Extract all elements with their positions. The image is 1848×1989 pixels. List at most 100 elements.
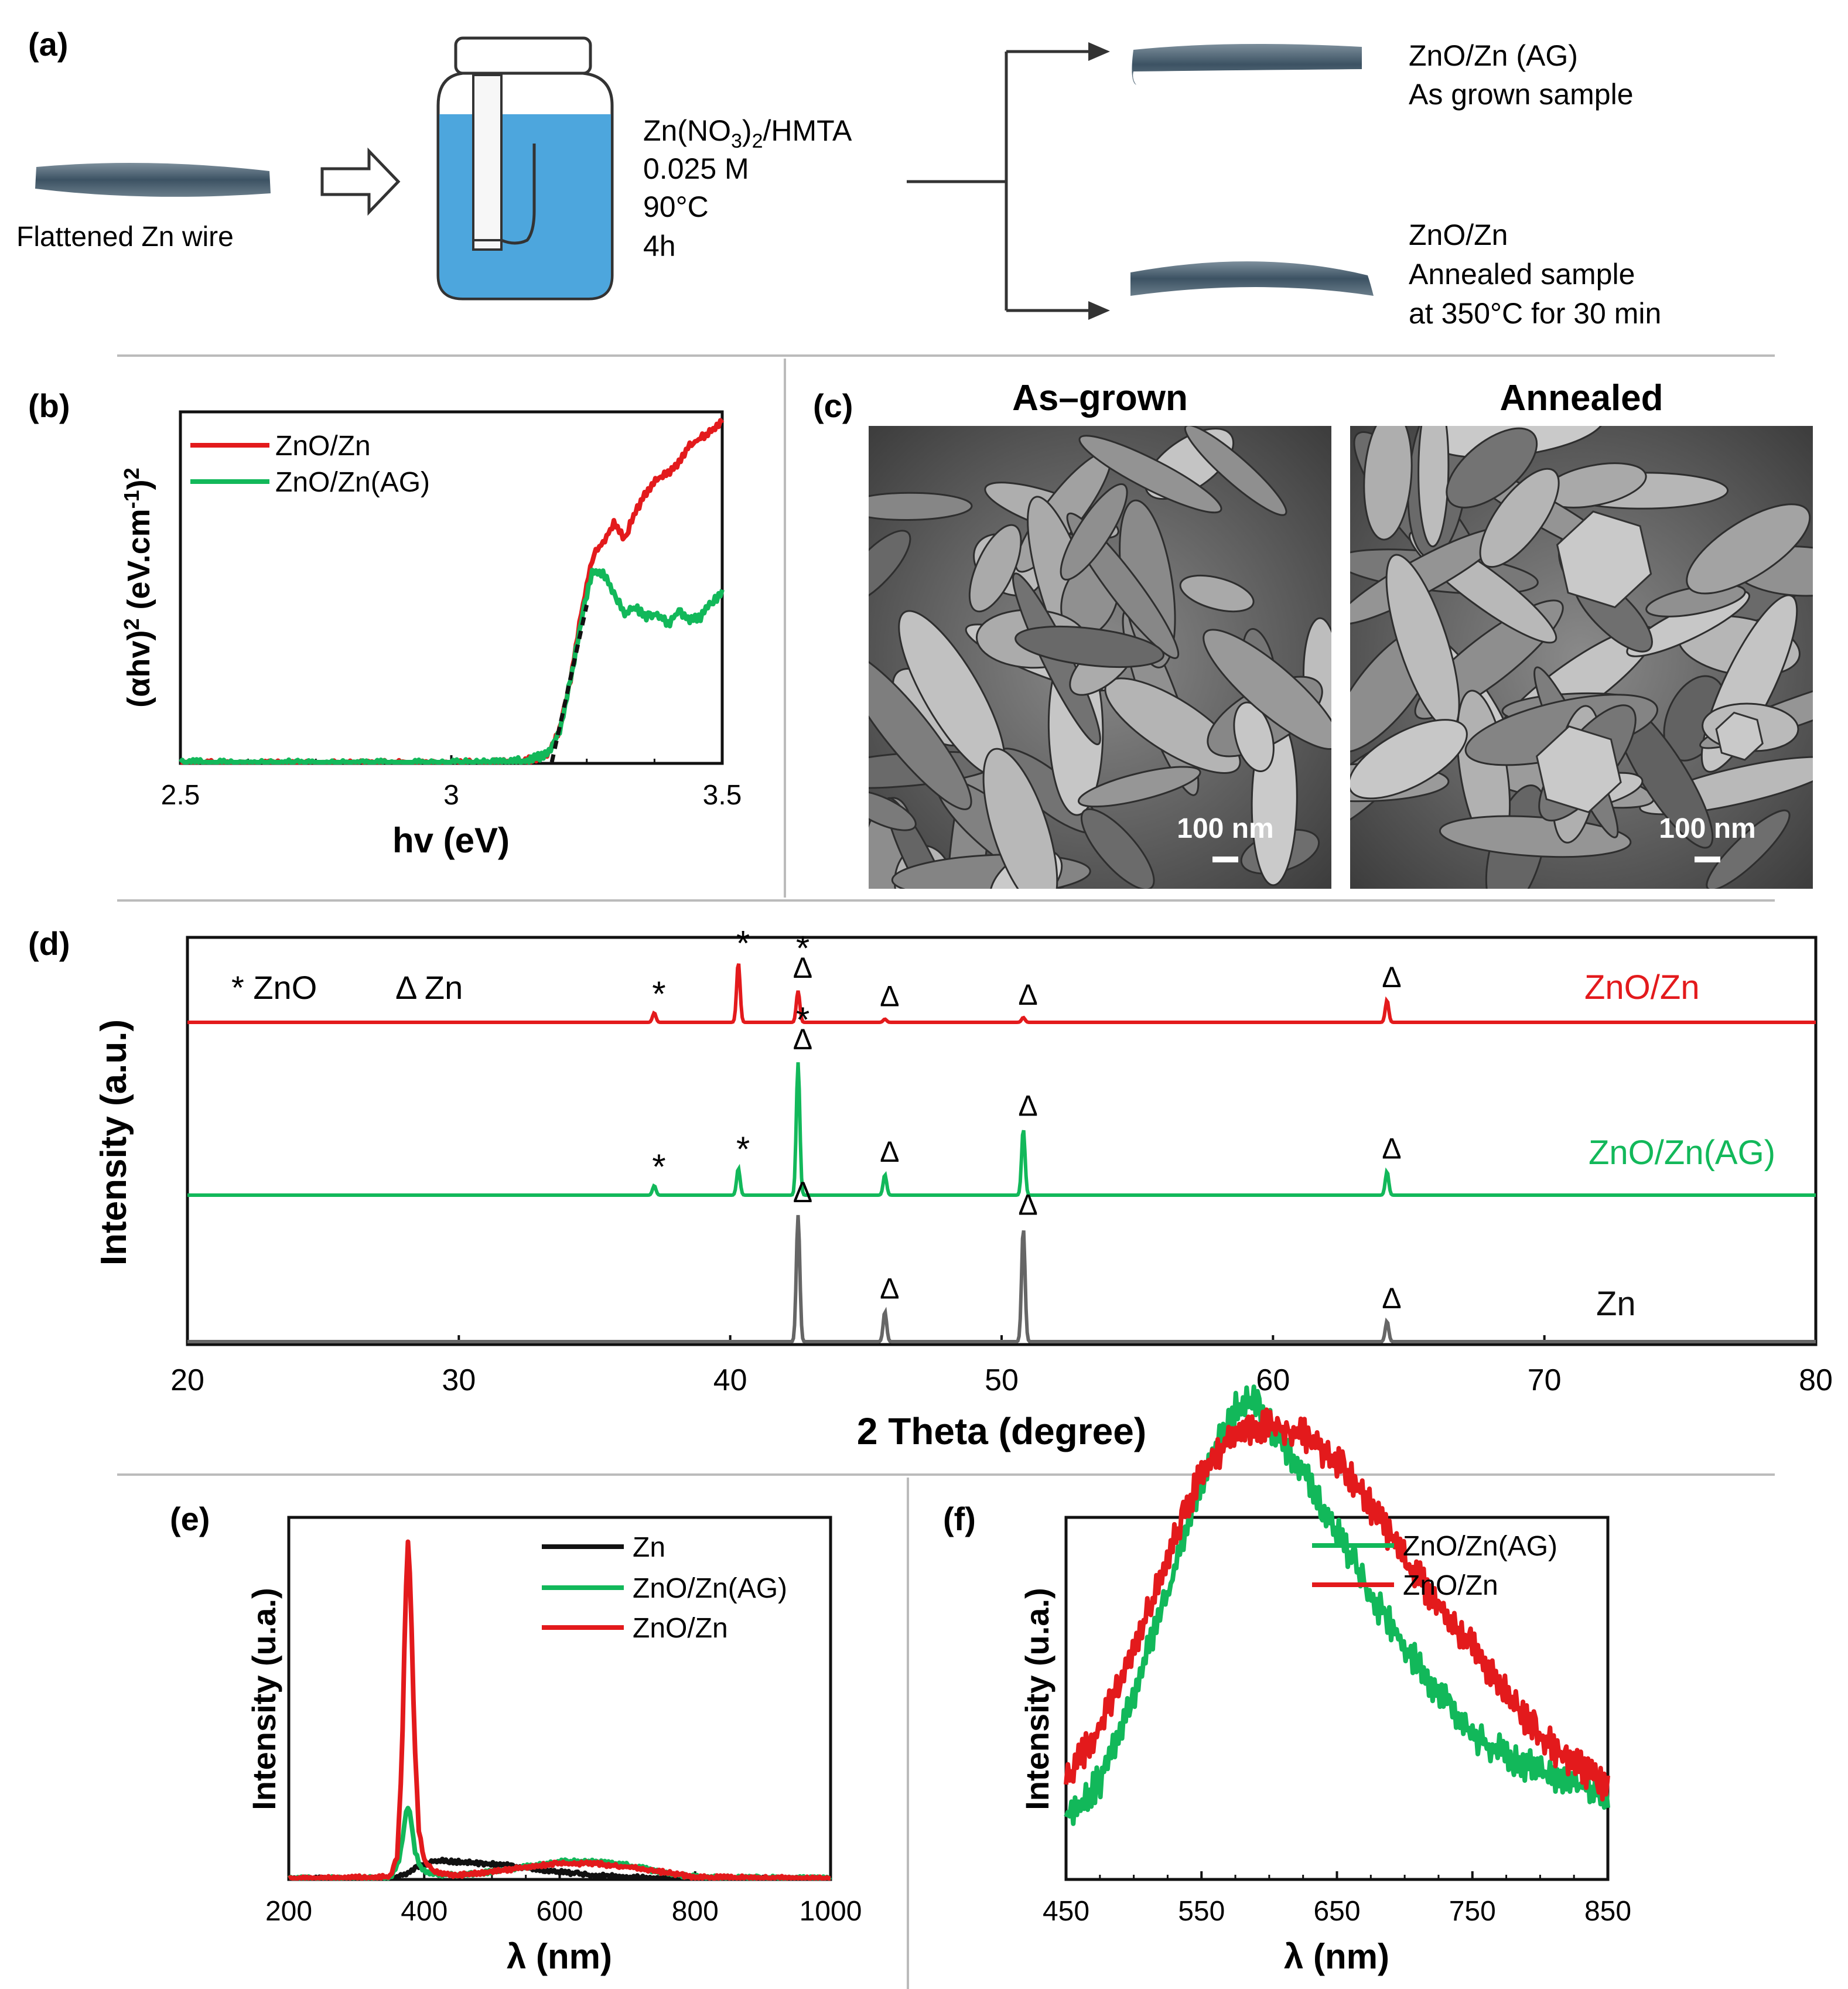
x-tick-label: 450 [1043,1896,1089,1927]
scale-bar-label-as-grown: 100 nm [1177,813,1273,844]
y-axis-label-b: (αhv)2 (eV.cm-1)2 [119,468,156,707]
panel-f-label: (f) [943,1500,976,1537]
sem-flake [1179,574,1255,613]
peak-marker-zno: * [796,1000,809,1039]
x-tick-label: 800 [672,1896,719,1927]
sem-flake [1060,483,1128,581]
sem-flake [869,492,973,521]
legend-f: ZnO/Zn(AG) ZnO/Zn [1312,1531,1557,1601]
x-tick-label: 750 [1449,1896,1496,1927]
x-ticks-e: 200 400 600 800 1000 [265,1871,862,1927]
x-ticks-f: 450 550 650 750 850 [1043,1871,1631,1927]
x-tick-label: 30 [442,1363,476,1397]
concentration-text: 0.025 M [643,152,749,185]
peak-marker-zn: Δ [1018,978,1037,1011]
legend-label-zno-zn: ZnO/Zn [275,431,371,462]
legend-zn-marker: Δ Zn [395,969,463,1006]
xrd-line-zn [187,1214,1816,1343]
temperature-text: 90°C [643,190,709,223]
x-tick-label: 40 [713,1363,747,1397]
panel-a: (a) Flattened Zn wire Zn(NO3)2/HMTA 0.02… [16,26,1661,330]
legend-label-zno-zn-ag-f: ZnO/Zn(AG) [1403,1531,1557,1562]
x-tick-label: 400 [401,1896,448,1927]
sem-crystal [1535,725,1622,813]
series-line-zno-zn-ag [287,1806,832,1881]
sem-flake [1479,468,1560,568]
legend-label-zno-zn-f: ZnO/Zn [1403,1570,1498,1601]
ag-desc: As grown sample [1409,78,1634,111]
arrow-head-top-icon [1088,42,1110,61]
panel-b: (b) 2.5 3 3.5 hv (eV) (αhv)2 (eV.cm-1)2 Zn… [28,387,742,860]
scale-bar-annealed [1695,857,1720,862]
series-label-zno-zn: ZnO/Zn [1584,968,1700,1007]
sem-title-annealed: Annealed [1499,378,1663,418]
x-tick-label: 70 [1528,1363,1562,1397]
series-line-zno-zn [288,1539,831,1881]
sem-crystal [1715,711,1764,761]
sem-flake [1686,503,1811,595]
sem-flake [1203,629,1331,750]
flattened-wire-image [35,162,271,197]
x-axis-label-e: λ (nm) [507,1937,612,1976]
x-tick-label: 3.5 [703,780,742,811]
panel-a-label: (a) [28,26,68,63]
panel-f: (f) 450 550 650 750 850 λ (nm) Intensity (u.… [943,1384,1631,1976]
peak-marker-zno: * [652,974,665,1014]
series-label-zn: Zn [1596,1285,1636,1323]
sem-flake [869,530,911,605]
panel-c: (c) As–grown Annealed 100 nm 100 nm [813,378,1813,889]
sem-flake [869,790,917,831]
peak-marker-zno: * [736,1130,750,1169]
x-tick-label: 1000 [800,1896,862,1927]
panel-c-label: (c) [813,387,853,424]
x-axis-label-b: hv (eV) [392,821,510,860]
legend-e: Zn ZnO/Zn(AG) ZnO/Zn [542,1532,787,1644]
peak-marker-zno: * [736,923,750,963]
scale-bar-label-annealed: 100 nm [1659,813,1755,844]
peak-marker-zn: Δ [1018,1189,1037,1222]
panel-d: (d) 20 30 40 50 60 70 80 2 Theta (degree) Inte… [28,923,1833,1452]
legend-label-zno-zn-ag-e: ZnO/Zn(AG) [633,1573,787,1604]
peak-marker-zn: Δ [880,1272,899,1305]
sem-flake [982,748,1058,889]
plot-frame-f [1064,1516,1610,1881]
series-line-zno-zn [180,418,725,765]
reagent-text: Zn(NO3)2/HMTA [643,114,852,152]
x-tick-label: 80 [1799,1363,1833,1397]
x-tick-label: 850 [1584,1896,1631,1927]
legend-label-zno-zn-e: ZnO/Zn [633,1613,728,1644]
x-tick-label: 550 [1178,1896,1225,1927]
peak-marker-zn: Δ [1018,1090,1037,1123]
y-axis-label-d: Intensity (a.u.) [94,1019,134,1265]
x-tick-label: 200 [265,1896,312,1927]
sem-flake [1350,719,1468,800]
peak-marker-zn: Δ [1382,1132,1401,1165]
sem-flake [1446,427,1538,509]
peak-marker-zn: Δ [793,1176,812,1209]
sem-flake [1078,435,1222,514]
series-group-f [1064,1384,1610,1826]
sem-crystal [1556,510,1652,609]
wire-label: Flattened Zn wire [16,221,234,253]
sem-flake [968,524,1022,613]
peak-marker-zn: Δ [793,1023,812,1056]
sem-flake [869,651,972,810]
arrow-head-bottom-icon [1088,301,1110,320]
plot-frame-e [287,1516,832,1881]
sem-flake [1080,808,1155,889]
sem-flake [1233,701,1275,772]
x-tick-label: 60 [1256,1363,1290,1397]
annealed-desc-2: at 350°C for 30 min [1409,297,1661,330]
x-tick-label: 600 [536,1896,583,1927]
y-axis-label-e: Intensity (u.a.) [245,1588,282,1810]
annealed-title: ZnO/Zn [1409,219,1508,251]
branch-arrows [907,50,1089,312]
series-label-zno-zn-ag: ZnO/Zn(AG) [1589,1134,1775,1172]
x-axis-label-f: λ (nm) [1284,1937,1389,1976]
sem-flake [1077,766,1201,808]
sem-title-as-grown: As–grown [1012,378,1188,418]
panel-e: (e) 200 400 600 800 1000 λ (nm) Intensity (u… [170,1500,862,1976]
series-line-zno-zn [1064,1407,1610,1802]
legend-label-zno-zn-ag: ZnO/Zn(AG) [275,467,430,498]
